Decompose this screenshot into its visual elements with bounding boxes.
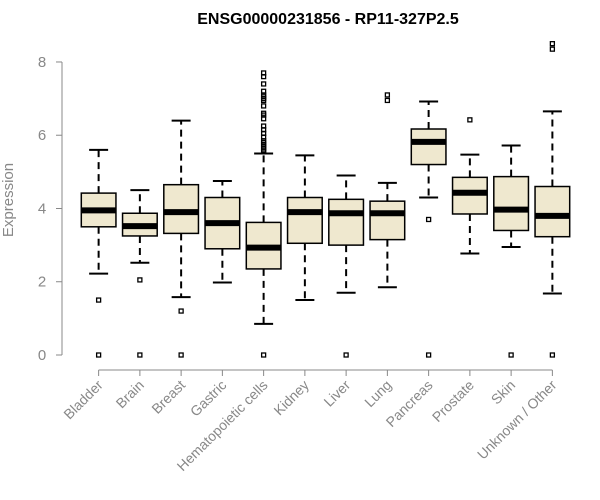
outlier-point [384, 97, 391, 104]
outlier-point [260, 123, 267, 129]
outlier-point [260, 88, 267, 94]
outlier-point [549, 46, 556, 52]
outlier-point [178, 352, 184, 358]
outlier-point [137, 352, 143, 358]
box-lung [369, 92, 406, 289]
box-kidney [286, 154, 323, 302]
box-series [80, 41, 571, 358]
outlier-point [260, 352, 267, 358]
x-tick-label: Breast [148, 377, 188, 417]
outlier-point [137, 277, 143, 283]
x-tick-label: Prostate [429, 377, 477, 425]
box-body [534, 185, 571, 238]
x-tick-label: Lung [361, 377, 394, 410]
outlier-point [260, 103, 267, 109]
y-tick-label: 6 [38, 127, 46, 144]
outlier-point [467, 117, 473, 123]
box-body [328, 198, 365, 246]
box-breast [163, 119, 200, 358]
y-tick-label: 8 [38, 54, 46, 71]
x-tick-label: Skin [488, 377, 519, 408]
box-liver [328, 174, 365, 358]
box-brain [121, 189, 158, 358]
outlier-point [384, 92, 391, 98]
y-tick-label: 2 [38, 274, 46, 291]
outlier-point [508, 352, 514, 358]
y-tick-label: 0 [38, 347, 46, 364]
outlier-point [260, 70, 267, 76]
box-pancreas [410, 100, 447, 358]
box-bladder [80, 148, 117, 358]
outlier-point [260, 81, 267, 87]
outlier-point [343, 352, 349, 358]
box-prostate [451, 117, 488, 255]
y-axis: 0 2 4 6 8 [38, 54, 63, 364]
x-tick-label: Bladder [60, 377, 106, 423]
box-hematopoietic-cells [245, 70, 282, 358]
outlier-point [178, 308, 184, 314]
outlier-point [95, 352, 102, 358]
x-tick-label: Liver [320, 377, 353, 410]
x-tick-label: Kidney [270, 377, 312, 419]
box-body [163, 183, 200, 235]
outlier-point [425, 216, 432, 223]
box-unknown-other [534, 41, 571, 358]
x-tick-label: Brain [113, 377, 147, 411]
box-body [493, 175, 530, 232]
chart-title: ENSG00000231856 - RP11-327P2.5 [197, 11, 459, 28]
box-skin [493, 144, 530, 358]
outlier-point [425, 352, 432, 358]
outlier-point [260, 110, 267, 116]
outlier-point [549, 352, 556, 358]
box-body [369, 200, 406, 241]
box-body [410, 128, 447, 166]
y-tick-label: 4 [38, 200, 46, 217]
outlier-point [95, 297, 102, 303]
box-gastric [204, 180, 241, 284]
y-axis-label: Expression [0, 163, 17, 237]
outlier-point [549, 41, 556, 47]
box-body [286, 196, 323, 245]
